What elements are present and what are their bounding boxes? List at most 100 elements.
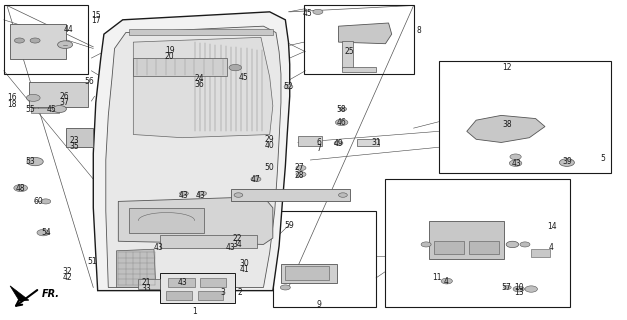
Text: 25: 25 [345,47,355,56]
Bar [298,136,322,146]
Text: 12: 12 [503,63,512,72]
Circle shape [229,64,241,71]
Circle shape [509,160,522,166]
Circle shape [251,177,261,182]
Circle shape [510,154,521,160]
Text: 21: 21 [142,278,151,287]
Text: 4: 4 [549,243,554,252]
Text: 35: 35 [70,142,80,151]
Circle shape [313,9,323,14]
Bar [29,82,88,108]
Circle shape [339,193,347,197]
Circle shape [26,94,40,101]
Text: 3: 3 [220,288,225,297]
Bar [434,241,463,254]
Circle shape [559,159,574,166]
Bar [134,58,227,76]
Text: 34: 34 [232,240,242,249]
Circle shape [520,242,530,247]
Text: 11: 11 [433,273,442,282]
Text: 58: 58 [337,105,347,114]
Text: 30: 30 [240,259,250,268]
Text: 1: 1 [192,307,197,316]
Bar [429,220,504,259]
Text: 48: 48 [16,184,26,193]
Text: 26: 26 [60,92,70,101]
Polygon shape [106,26,281,287]
Bar [231,189,350,201]
Text: 33: 33 [142,284,151,293]
Bar [31,108,59,113]
Circle shape [296,172,306,177]
Bar [169,278,194,287]
Text: 31: 31 [371,138,381,147]
Bar [342,67,376,72]
Text: 43: 43 [512,159,522,168]
Circle shape [58,41,73,49]
Text: 10: 10 [514,283,524,292]
Circle shape [503,285,511,289]
Text: 16: 16 [7,93,17,102]
Text: 46: 46 [337,118,347,127]
Text: 53: 53 [25,157,35,166]
Text: 45: 45 [302,9,312,18]
Bar [439,61,611,173]
Polygon shape [339,23,392,44]
Text: 43: 43 [177,278,187,287]
Polygon shape [119,197,273,244]
Bar [161,273,235,303]
Text: 9: 9 [316,300,321,309]
Text: 27: 27 [295,164,305,172]
Text: 5: 5 [601,154,606,163]
Bar [304,5,414,74]
Circle shape [37,229,50,236]
Text: 6: 6 [316,138,321,147]
Text: 2: 2 [237,288,242,297]
Text: 14: 14 [547,222,557,231]
Text: 45: 45 [47,106,57,115]
Text: 51: 51 [88,257,97,266]
Text: 43: 43 [226,243,236,252]
Text: 7: 7 [316,144,321,153]
Circle shape [53,106,66,113]
Circle shape [14,185,28,192]
Text: 43: 43 [179,190,188,200]
Text: 24: 24 [195,74,204,83]
Text: 18: 18 [7,100,17,109]
Text: 20: 20 [165,52,174,61]
Text: 40: 40 [265,140,275,149]
Text: 4: 4 [444,276,448,285]
Text: 32: 32 [63,267,73,276]
Text: 15: 15 [91,11,100,20]
Circle shape [284,84,293,89]
Circle shape [179,191,188,196]
Text: 60: 60 [33,197,43,206]
Circle shape [339,107,347,111]
Bar [357,139,379,146]
Text: 41: 41 [240,265,250,274]
Text: 45: 45 [238,73,248,82]
Text: 54: 54 [41,228,51,237]
Bar [10,24,66,59]
Text: 38: 38 [503,120,512,129]
Text: 29: 29 [265,135,275,144]
Text: 19: 19 [165,45,174,55]
Circle shape [296,165,306,171]
Circle shape [27,157,43,166]
Circle shape [513,286,524,292]
Text: 59: 59 [285,221,295,230]
Text: 56: 56 [85,77,95,86]
Text: 43: 43 [154,243,163,252]
Circle shape [421,242,431,247]
Text: 13: 13 [514,288,524,297]
Bar [198,291,223,300]
Polygon shape [134,37,273,138]
Bar [66,128,93,147]
Bar [468,241,498,254]
Text: 47: 47 [251,175,261,184]
Bar [199,278,226,287]
Circle shape [506,241,519,248]
Bar [161,235,257,248]
Text: 36: 36 [195,80,204,89]
Circle shape [280,285,290,290]
